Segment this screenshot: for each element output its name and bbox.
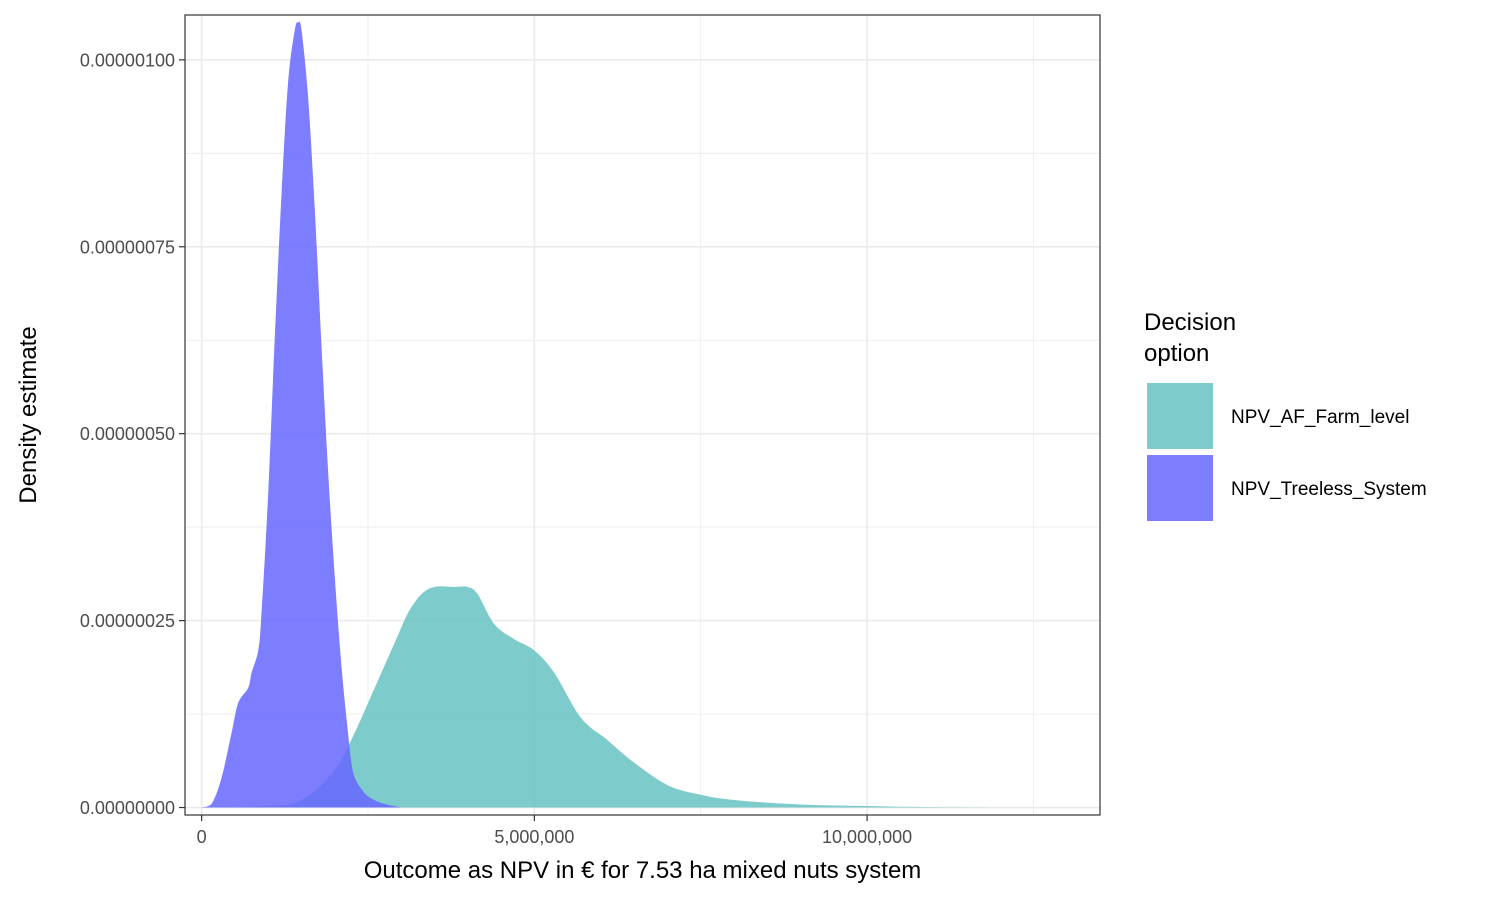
legend-title-line-1: Decision <box>1144 309 1236 336</box>
y-tick-label: 0.00000025 <box>80 611 175 631</box>
density-areas <box>201 21 1034 808</box>
y-tick-label: 0.00000000 <box>80 798 175 818</box>
legend-label: NPV_AF_Farm_level <box>1231 407 1409 428</box>
plot-panel-border <box>184 14 1101 816</box>
x-axis-title: Outcome as NPV in € for 7.53 ha mixed nu… <box>364 857 922 884</box>
legend: Decision option NPV_AF_Farm_level NPV_Tre… <box>1144 309 1427 522</box>
legend-title-line-2: option <box>1144 340 1209 367</box>
legend-key-swatch <box>1147 455 1213 521</box>
x-tick-label: 10,000,000 <box>822 827 912 847</box>
y-tick-label: 0.00000075 <box>80 237 175 257</box>
x-tick-label: 5,000,000 <box>494 827 574 847</box>
x-tick-label: 0 <box>197 827 207 847</box>
y-axis-title: Density estimate <box>15 326 42 503</box>
grid-lines <box>185 15 1100 815</box>
legend-items: NPV_AF_Farm_level NPV_Treeless_System <box>1146 382 1427 522</box>
density-area-npv-treeless-system <box>201 21 402 808</box>
y-tick-label: 0.00000100 <box>80 50 175 70</box>
axes: 0 5,000,000 10,000,000 0.00000000 0.00000025… <box>80 50 912 847</box>
legend-label: NPV_Treeless_System <box>1231 479 1427 500</box>
density-area-npv-af-farm-level <box>201 586 1034 808</box>
y-tick-label: 0.00000050 <box>80 424 175 444</box>
legend-key-swatch <box>1147 383 1213 449</box>
